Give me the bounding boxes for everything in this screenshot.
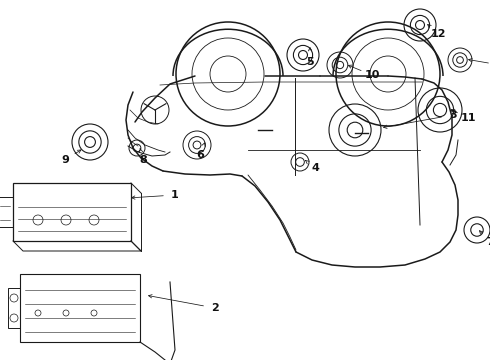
Bar	[8, 288, 20, 328]
Text: 10: 10	[364, 70, 380, 80]
Bar	[0, 197, 13, 227]
Text: 4: 4	[311, 163, 319, 173]
Bar	[13, 183, 131, 241]
Text: 2: 2	[211, 303, 219, 313]
Text: 7: 7	[486, 237, 490, 247]
Text: 5: 5	[306, 57, 314, 67]
Bar	[20, 274, 140, 342]
Text: 1: 1	[171, 190, 179, 200]
Text: 3: 3	[449, 110, 457, 120]
Text: 11: 11	[460, 113, 476, 123]
Text: 12: 12	[430, 29, 446, 39]
Text: 9: 9	[61, 155, 69, 165]
Text: 8: 8	[139, 155, 147, 165]
Text: 6: 6	[196, 150, 204, 160]
